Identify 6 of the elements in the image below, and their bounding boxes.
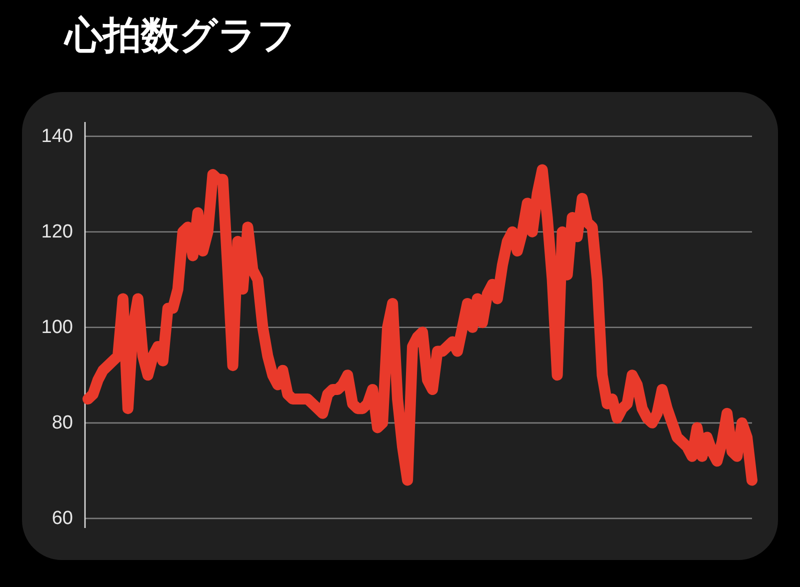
y-tick-label: 100: [41, 316, 73, 338]
y-tick-label: 80: [52, 412, 73, 434]
title: 心拍数グラフ: [65, 15, 296, 57]
y-tick-label: 60: [52, 508, 73, 529]
y-tick-label: 140: [41, 126, 73, 147]
y-tick-label: 120: [41, 221, 73, 242]
